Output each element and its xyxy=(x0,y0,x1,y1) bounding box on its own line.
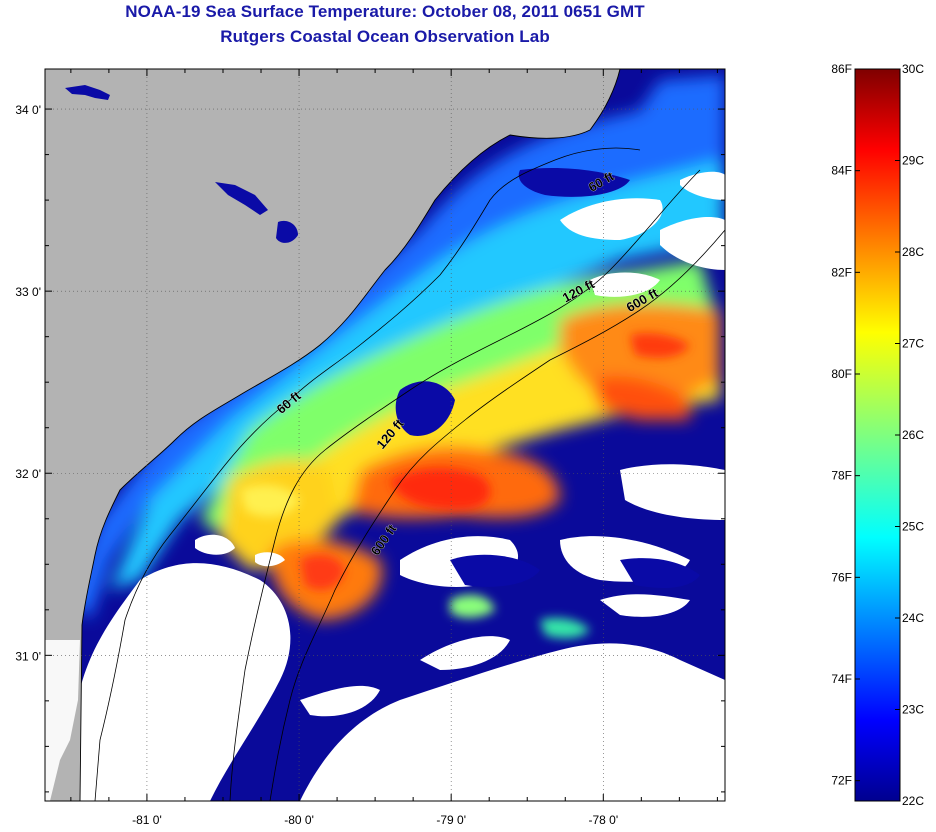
fahrenheit-label-7: 72F xyxy=(831,774,852,788)
celsius-label-7: 23C xyxy=(902,703,924,717)
cold-patches xyxy=(395,168,700,588)
lat-tick-label-2: 32 0' xyxy=(15,467,41,481)
graticule-grid xyxy=(45,69,725,801)
celsius-label-1: 29C xyxy=(902,154,924,168)
colorbar-ticks: 30C 29C 28C 27C 26C 25C 24C 23C 22C 86F 84F 82F 80F 7… xyxy=(831,62,924,808)
contour-120ft xyxy=(229,169,701,801)
fahrenheit-label-4: 78F xyxy=(831,469,852,483)
lat-tick-label-1: 33 0' xyxy=(15,285,41,299)
lon-tick-label-3: -78 0' xyxy=(588,813,618,827)
contour-600ft xyxy=(269,229,725,801)
colorbar: 30C 29C 28C 27C 26C 25C 24C 23C 22C 86F 84F 82F 80F 7… xyxy=(831,62,924,808)
celsius-label-4: 26C xyxy=(902,428,924,442)
colorbar-ramp xyxy=(854,68,901,802)
map-title: NOAA-19 Sea Surface Temperature: October… xyxy=(125,2,645,21)
fahrenheit-label-0: 86F xyxy=(831,62,852,76)
bathymetry-contours xyxy=(94,147,725,801)
map-subtitle: Rutgers Coastal Ocean Observation Lab xyxy=(220,27,550,46)
celsius-label-2: 28C xyxy=(902,245,924,259)
contour-60ft xyxy=(94,147,641,801)
sst-field xyxy=(70,75,725,759)
inland-water xyxy=(65,85,298,243)
fahrenheit-label-1: 84F xyxy=(831,164,852,178)
lon-tick-label-2: -79 0' xyxy=(436,813,466,827)
coastline xyxy=(79,69,621,801)
lon-tick-label-0: -81 0' xyxy=(132,813,162,827)
axis-ticks: -81 0' -80 0' -79 0' -78 0' 34 0' 33 0' 32 0' 3… xyxy=(15,69,725,827)
lon-tick-label-1: -80 0' xyxy=(284,813,314,827)
map-frame xyxy=(44,68,726,802)
fahrenheit-label-2: 82F xyxy=(831,265,852,279)
celsius-label-3: 27C xyxy=(902,337,924,351)
fahrenheit-label-5: 76F xyxy=(831,570,852,584)
fahrenheit-label-3: 80F xyxy=(831,367,852,381)
lat-tick-label-3: 31 0' xyxy=(15,649,41,663)
celsius-label-8: 22C xyxy=(902,794,924,808)
celsius-label-6: 24C xyxy=(902,611,924,625)
fahrenheit-label-6: 74F xyxy=(831,672,852,686)
celsius-label-0: 30C xyxy=(902,62,924,76)
celsius-label-5: 25C xyxy=(902,520,924,534)
lat-tick-label-0: 34 0' xyxy=(15,103,41,117)
cloud-mask xyxy=(75,171,725,801)
land-mass xyxy=(45,69,620,801)
